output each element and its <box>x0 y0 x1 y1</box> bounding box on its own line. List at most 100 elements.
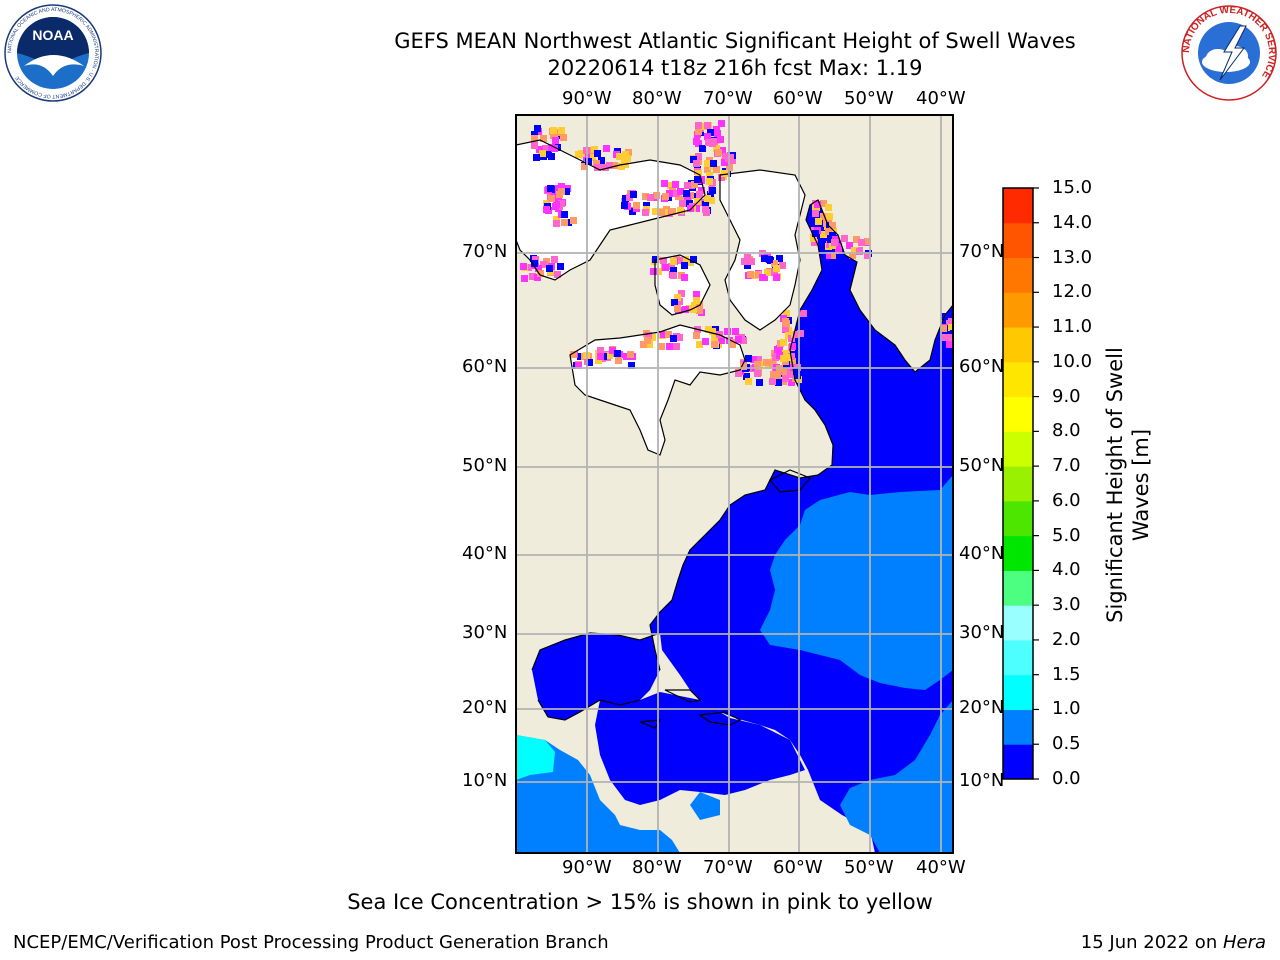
lon-label-top-70w: 70°W <box>703 88 753 109</box>
sea-ice-cell <box>611 162 618 169</box>
sea-ice-cell <box>674 294 681 301</box>
sea-ice-cell <box>706 178 713 185</box>
sea-ice-cell <box>643 202 650 209</box>
sea-ice-cell <box>713 145 720 152</box>
sea-ice-cell <box>548 144 555 151</box>
sea-ice-cell <box>547 185 554 192</box>
svg-text:NOAA: NOAA <box>32 27 73 43</box>
chart-subtitle: 20220614 t18z 216h fcst Max: 1.19 <box>547 56 923 80</box>
ocean-pacific <box>516 735 680 853</box>
nws-logo: NATIONAL WEATHER SERVICE <box>1180 4 1278 102</box>
sea-ice-cell <box>553 201 560 208</box>
sea-ice-cell <box>570 351 577 358</box>
sea-ice-cell <box>835 247 842 254</box>
sea-ice-cell <box>622 151 629 158</box>
sea-ice-cell <box>652 208 659 215</box>
sea-ice-cell <box>699 145 706 152</box>
sea-ice-cell <box>799 319 806 326</box>
sea-ice-cell <box>626 194 633 201</box>
sea-ice-cell <box>678 290 685 297</box>
sea-ice-cell <box>628 362 635 369</box>
colorbar-title: Significant Height of Swell Waves [m] <box>1103 347 1153 623</box>
sea-ice-cell <box>942 334 949 341</box>
sea-ice-cell <box>835 243 842 250</box>
sea-ice-cell <box>695 122 702 129</box>
sea-ice-cell <box>761 255 768 262</box>
sea-ice-cell <box>820 200 827 207</box>
sea-ice-cell <box>529 273 536 280</box>
sea-ice-cell <box>591 146 598 153</box>
sea-ice-cell <box>535 265 542 272</box>
sea-ice-cell <box>698 187 705 194</box>
sea-ice-cell <box>695 170 702 177</box>
sea-ice-cell <box>615 357 622 364</box>
sea-ice-cell <box>627 351 634 358</box>
sea-ice-cell <box>693 297 700 304</box>
sea-ice-cell <box>691 302 698 309</box>
colorbar-band <box>1003 674 1033 710</box>
colorbar-tick-label: 3.0 <box>1052 594 1081 616</box>
sea-ice-cell <box>744 254 751 261</box>
sea-ice-cell <box>623 353 630 360</box>
sea-ice-cell <box>788 379 795 386</box>
sea-ice-cell <box>810 235 817 242</box>
sea-ice-cell <box>649 334 656 341</box>
sea-ice-cell <box>946 318 953 325</box>
swell-zone-east-pacific <box>690 792 720 820</box>
sea-ice-cell <box>946 334 953 341</box>
chart-title: GEFS MEAN Northwest Atlantic Significant… <box>394 29 1076 53</box>
colorbar-band <box>1003 292 1033 328</box>
lon-label-top-50w: 50°W <box>844 88 894 109</box>
sea-ice-cell <box>534 125 541 132</box>
sea-ice-cell <box>836 254 843 261</box>
sea-ice-cell <box>602 164 609 171</box>
sea-ice-cell <box>740 363 747 370</box>
sea-ice-cell <box>727 154 734 161</box>
sea-ice-cell <box>553 185 560 192</box>
sea-ice-cell <box>575 151 582 158</box>
sea-ice-cell <box>831 252 838 259</box>
sea-ice-cell <box>773 265 780 272</box>
sea-ice-cell <box>841 235 848 242</box>
sea-ice-cell <box>565 219 572 226</box>
sea-ice-cell <box>707 191 714 198</box>
sea-ice-cell <box>597 353 604 360</box>
sea-ice-cell <box>735 370 742 377</box>
sea-ice-cell <box>711 334 718 341</box>
sea-ice-cell <box>693 138 700 145</box>
lat-label-left-40n: 40°N <box>462 543 508 564</box>
sea-ice-cell <box>849 252 856 259</box>
colorbar-tick-label: 2.0 <box>1052 628 1081 650</box>
sea-ice-cell <box>686 305 693 312</box>
sea-ice-cell <box>606 162 613 169</box>
sea-ice-cell <box>718 337 725 344</box>
sea-ice-cell <box>560 134 567 141</box>
sea-ice-cell <box>751 272 758 279</box>
sea-ice-cell <box>776 255 783 262</box>
sea-ice-cell <box>670 335 677 342</box>
lat-label-left-10n: 10°N <box>462 770 508 791</box>
sea-ice-cell <box>660 331 667 338</box>
sea-ice-cell <box>782 325 789 332</box>
sea-ice-cell <box>551 256 558 263</box>
sea-ice-cell <box>585 158 592 165</box>
sea-ice-cell <box>700 123 707 130</box>
sea-ice-cell <box>820 231 827 238</box>
sea-ice-cell <box>797 330 804 337</box>
sea-ice-cell <box>764 269 771 276</box>
sea-ice-cell <box>743 373 750 380</box>
sea-ice-cell <box>724 328 731 335</box>
sea-ice-cell <box>658 343 665 350</box>
colorbar-band <box>1003 605 1033 641</box>
sea-ice-cell <box>531 260 538 267</box>
sea-ice-cell <box>561 211 568 218</box>
lat-label-right-40n: 40°N <box>959 543 1005 564</box>
lon-label-top-80w: 80°W <box>632 88 682 109</box>
sea-ice-cell <box>531 142 538 149</box>
sea-ice-cell <box>782 375 789 382</box>
sea-ice-cell <box>759 274 766 281</box>
colorbar-band <box>1003 570 1033 606</box>
sea-ice-cell <box>534 274 541 281</box>
sea-ice-cell <box>525 264 532 271</box>
sea-ice-cell <box>687 205 694 212</box>
